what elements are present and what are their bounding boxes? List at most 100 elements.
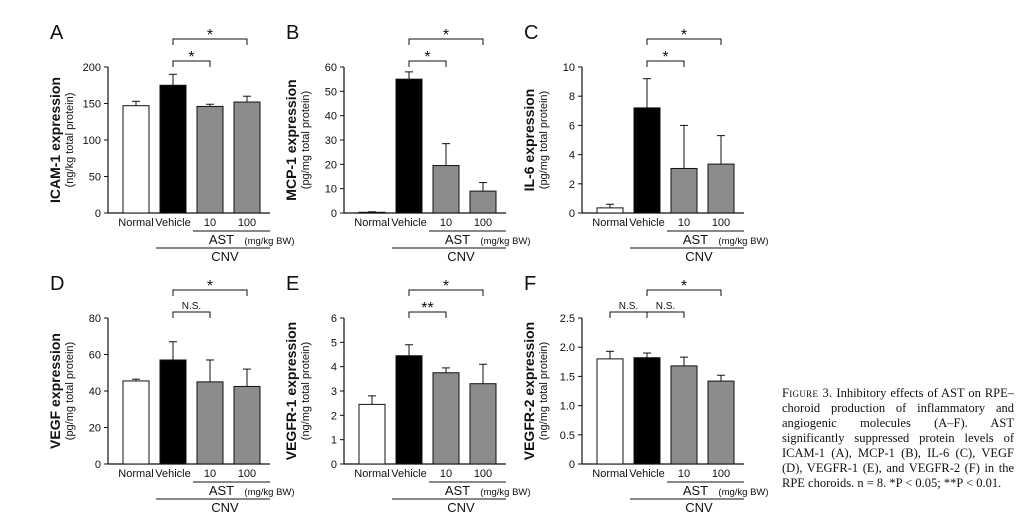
panel-b-sig-label: * — [443, 27, 449, 44]
figure-caption: Figure 3. Inhibitory effects of AST on R… — [782, 386, 1014, 491]
panel-f-sig-bracket — [646, 289, 722, 296]
panel-f-bar-10 — [670, 365, 698, 465]
panel-c-bar-100 — [707, 163, 735, 214]
panel-c-sig-label: * — [681, 27, 687, 44]
panel-a-bar-10 — [196, 105, 224, 214]
panel-e-sig-bracket — [408, 289, 484, 296]
panel-b-bar-normal — [358, 211, 386, 214]
panel-a-ytick-label: 150 — [83, 99, 101, 111]
panel-d-bar-100 — [233, 385, 261, 465]
panel-d-ytick-label: 20 — [89, 423, 101, 435]
panel-c-sig-label: * — [662, 49, 668, 66]
panel-b-sig-label: * — [424, 49, 430, 66]
panel-e-ytick-label: 3 — [331, 386, 337, 398]
panel-c-ylabel: IL-6 expression — [521, 89, 537, 192]
panel-b-ytick-label: 60 — [325, 62, 337, 74]
panel-d-category-label: Normal — [118, 468, 153, 480]
panel-c-yunit: (pg/mg total protein) — [538, 91, 550, 189]
panel-f-ytick-label: 0.5 — [560, 430, 575, 442]
panel-a-ylabel: ICAM-1 expression — [47, 77, 63, 203]
panel-e-sig-label: * — [443, 278, 449, 295]
panel-c-ytick-label: 4 — [569, 150, 575, 162]
panel-c-ytick-label: 2 — [569, 179, 575, 191]
panel-b-sig-bracket — [408, 60, 447, 67]
panel-f-ytick-label: 2.0 — [560, 342, 575, 354]
panel-a-sig-label: * — [207, 27, 213, 44]
panel-e-ytick-label: 4 — [331, 362, 337, 374]
panel-f-sig-bracket — [609, 311, 648, 318]
panel-a-category-label: Normal — [118, 217, 153, 229]
panel-b-category-label: 10 — [440, 217, 452, 229]
panel-f-category-label: Vehicle — [629, 468, 664, 480]
panel-f-letter: F — [524, 273, 536, 295]
panel-b-cnv-label: CNV — [447, 249, 475, 264]
panel-d-ast-unit: (mg/kg BW) — [244, 487, 294, 498]
panel-d-sig-label: N.S. — [182, 301, 201, 312]
panel-a-bar-100 — [233, 101, 261, 214]
panel-b-ytick-label: 20 — [325, 159, 337, 171]
panel-b-ast-unit: (mg/kg BW) — [480, 236, 530, 247]
panel-c-ast-label: AST — [683, 232, 708, 247]
panel-e-category-label: 100 — [474, 468, 492, 480]
panel-f-ytick-label: 2.5 — [560, 313, 575, 325]
panel-e-yunit: (ng/mg total protein) — [300, 342, 312, 440]
panel-d-cnv-label: CNV — [211, 500, 239, 515]
panel-a-category-label: 10 — [204, 217, 216, 229]
panel-f-sig-label: N.S. — [619, 301, 638, 312]
panel-c-cnv-label: CNV — [685, 249, 713, 264]
panel-d-category-label: 100 — [238, 468, 256, 480]
panel-b-ytick-label: 50 — [325, 86, 337, 98]
panel-f-yunit: (ng/mg total protein) — [538, 342, 550, 440]
panel-d-ytick-label: 60 — [89, 350, 101, 362]
panel-c-bar-normal — [596, 207, 624, 214]
panel-f-bar-normal — [596, 358, 624, 465]
panel-c-category-label: Vehicle — [629, 217, 664, 229]
panel-a-category-label: 100 — [238, 217, 256, 229]
panel-f-category-label: 10 — [678, 468, 690, 480]
panel-e-category-label: Vehicle — [391, 468, 426, 480]
panel-d-sig-label: * — [207, 278, 213, 295]
panel-a-ytick-label: 100 — [83, 135, 101, 147]
panel-f-ast-label: AST — [683, 483, 708, 498]
panel-b-category-label: 100 — [474, 217, 492, 229]
panel-b-ytick-label: 40 — [325, 111, 337, 123]
panel-e-bar-vehicle — [395, 355, 423, 465]
panel-e-bar-100 — [469, 383, 497, 465]
panel-e-category-label: Normal — [354, 468, 389, 480]
panel-b-ytick-label: 0 — [331, 208, 337, 220]
panel-d-letter: D — [50, 273, 64, 295]
panel-d-ast-label: AST — [209, 483, 234, 498]
panel-a-cnv-label: CNV — [211, 249, 239, 264]
panel-c-ytick-label: 10 — [563, 62, 575, 74]
panel-e-ytick-label: 0 — [331, 459, 337, 471]
panel-e-sig-bracket — [408, 311, 447, 318]
panel-a-ytick-label: 200 — [83, 62, 101, 74]
panel-a-sig-bracket — [172, 38, 248, 45]
panel-f-ytick-label: 1.0 — [560, 401, 575, 413]
panel-b-category-label: Vehicle — [391, 217, 426, 229]
panel-f-sig-bracket — [646, 311, 685, 318]
panel-d-sig-bracket — [172, 311, 211, 318]
panel-e-ast-unit: (mg/kg BW) — [480, 487, 530, 498]
panel-e-letter: E — [286, 273, 299, 295]
panel-d-sig-bracket — [172, 289, 248, 296]
panel-d-ytick-label: 80 — [89, 313, 101, 325]
panel-d-bar-10 — [196, 381, 224, 465]
panel-e-cnv-label: CNV — [447, 500, 475, 515]
panel-d-ylabel: VEGF expression — [47, 333, 63, 449]
panel-a-ytick-label: 50 — [89, 172, 101, 184]
panel-f-category-label: 100 — [712, 468, 730, 480]
panel-a-category-label: Vehicle — [155, 217, 190, 229]
panel-b-ytick-label: 10 — [325, 184, 337, 196]
panel-e-ytick-label: 6 — [331, 313, 337, 325]
panel-e-ytick-label: 1 — [331, 435, 337, 447]
panel-f-ast-unit: (mg/kg BW) — [718, 487, 768, 498]
panel-f-ytick-label: 0 — [569, 459, 575, 471]
panel-d-ytick-label: 0 — [95, 459, 101, 471]
panel-c-ytick-label: 6 — [569, 120, 575, 132]
panel-e-bar-normal — [358, 403, 386, 465]
panel-b-category-label: Normal — [354, 217, 389, 229]
panel-f-cnv-label: CNV — [685, 500, 713, 515]
panel-e-ast-label: AST — [445, 483, 470, 498]
